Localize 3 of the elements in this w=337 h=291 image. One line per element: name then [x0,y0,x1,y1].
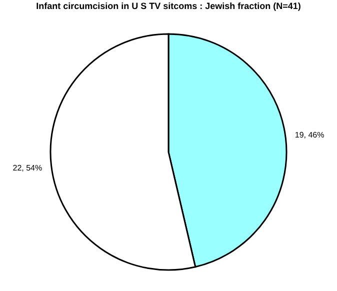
data-label: 22, 54% [12,163,42,172]
data-label: 19, 46% [294,130,324,140]
chart-title: Infant circumcision in U S TV sitcoms : Jewish fraction (N=41) [36,1,301,11]
